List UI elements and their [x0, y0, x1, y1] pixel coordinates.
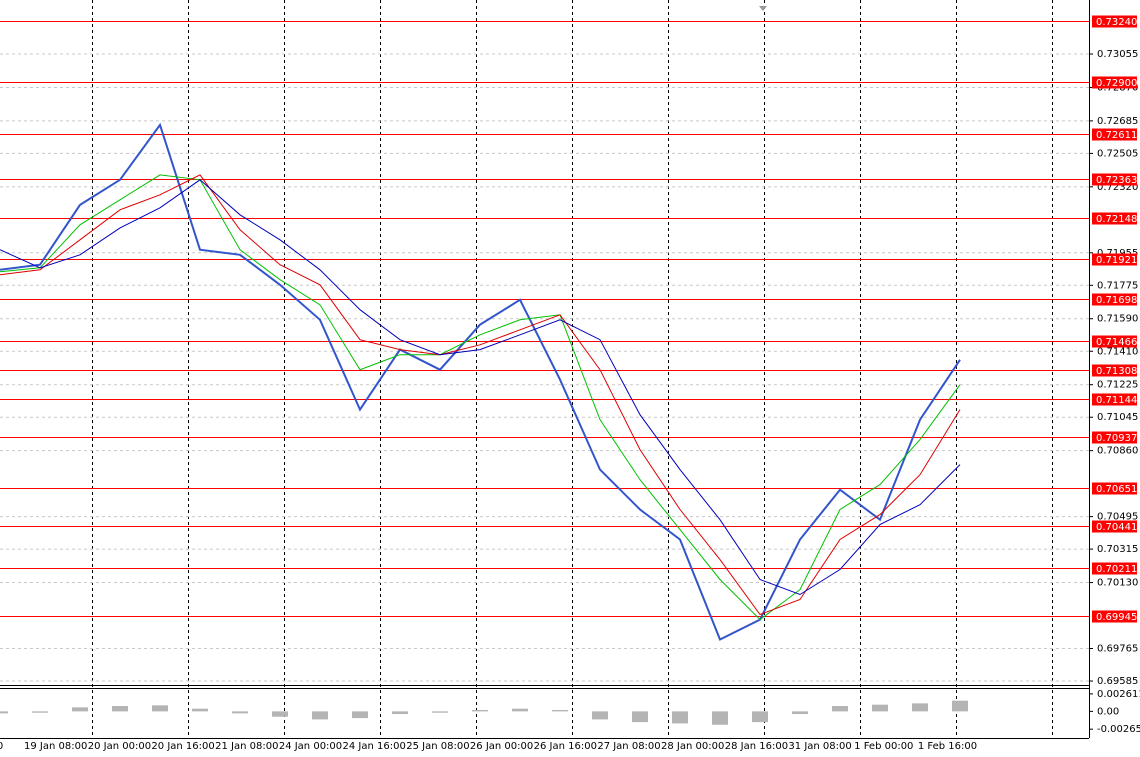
price-level-box — [1092, 212, 1137, 225]
oscillator-bar — [112, 706, 128, 712]
price-series — [0, 174, 961, 621]
y-tick-label: 0.70495 — [1097, 512, 1138, 523]
price-level-label: 0.71144 — [1096, 395, 1137, 406]
price-series — [0, 179, 961, 596]
price-level-label: 0.72363 — [1096, 175, 1137, 186]
x-tick-label: 1 Feb 00:00 — [854, 741, 913, 752]
price-level-box — [1092, 335, 1137, 348]
price-level-box — [1092, 520, 1137, 533]
y-tick-label: 0.72685 — [1097, 116, 1138, 127]
shift-marker — [759, 6, 767, 11]
plot — [0, 21, 1089, 725]
y-tick-label: 0.70315 — [1097, 544, 1138, 555]
oscillator-bar — [352, 711, 368, 719]
price-level-box — [1092, 128, 1137, 141]
oscillator-bar — [632, 711, 648, 723]
y-tick-label: 0.00 — [1097, 706, 1119, 717]
x-tick-label: 20 Jan 16:00 — [151, 741, 214, 752]
oscillator-bar — [72, 707, 88, 712]
oscillator-bar — [192, 708, 208, 712]
price-level-box — [1092, 393, 1137, 406]
oscillator-bar — [512, 708, 528, 712]
oscillator-bar — [392, 711, 408, 715]
grid — [0, 0, 1093, 738]
y-tick-label: 0.71775 — [1097, 280, 1138, 291]
price-level-box — [1092, 76, 1137, 89]
price-level-label: 0.72611 — [1096, 130, 1137, 141]
y-tick-label: 0.72505 — [1097, 148, 1138, 159]
oscillator-bar — [872, 704, 888, 712]
oscillator-bar — [752, 711, 768, 723]
x-tick-label: 28 Jan 00:00 — [661, 741, 724, 752]
oscillator-bar — [272, 711, 288, 717]
price-level-box — [1092, 173, 1137, 186]
oscillator-bar — [0, 711, 8, 714]
price-level-label: 0.71698 — [1096, 295, 1137, 306]
y-tick-label: 0.71410 — [1097, 346, 1138, 357]
oscillator-bar — [152, 705, 168, 712]
price-level-label: 0.71466 — [1096, 337, 1137, 348]
y-tick-label: 0.71590 — [1097, 314, 1138, 325]
price-level-box — [1092, 562, 1137, 575]
oscillator-bar — [672, 711, 688, 724]
oscillator-bar — [472, 710, 488, 712]
price-level-label: 0.72900 — [1096, 78, 1137, 89]
oscillator-bar — [912, 703, 928, 712]
oscillator-bar — [952, 700, 968, 712]
y-tick-label: 0.70860 — [1097, 446, 1138, 457]
x-tick-label: 28 Jan 16:00 — [725, 741, 788, 752]
x-tick-label: 6:00 — [0, 741, 3, 752]
price-level-label: 0.70441 — [1096, 522, 1137, 533]
price-level-label: 0.70651 — [1096, 484, 1137, 495]
x-tick-label: 24 Jan 16:00 — [343, 741, 406, 752]
y-tick-label: 0.73055 — [1097, 49, 1138, 60]
x-tick-label: 24 Jan 00:00 — [279, 741, 342, 752]
x-tick-label: 1 Feb 16:00 — [918, 741, 977, 752]
y-tick-label: 0.002611 — [1097, 689, 1140, 700]
price-level-label: 0.73240 — [1096, 17, 1137, 28]
price-level-label: 0.72148 — [1096, 214, 1137, 225]
y-tick-label: 0.71045 — [1097, 412, 1138, 423]
y-tick-label: 0.70130 — [1097, 578, 1138, 589]
oscillator-bar — [712, 711, 728, 725]
x-tick-label: 21 Jan 08:00 — [215, 741, 278, 752]
x-tick-label: 25 Jan 08:00 — [406, 741, 469, 752]
price-series — [0, 122, 961, 641]
oscillator-bar — [432, 711, 448, 713]
price-level-box — [1092, 431, 1137, 444]
price-level-label: 0.70937 — [1096, 433, 1137, 444]
price-level-box — [1092, 253, 1137, 266]
x-tick-label: 26 Jan 16:00 — [534, 741, 597, 752]
x-tick-label: 19 Jan 08:00 — [24, 741, 87, 752]
price-level-box — [1092, 15, 1137, 28]
x-tick-label: 27 Jan 08:00 — [597, 741, 660, 752]
price-level-box — [1092, 293, 1137, 306]
price-level-label: 0.71921 — [1096, 255, 1137, 266]
oscillator-bar — [792, 711, 808, 715]
y-tick-label: 0.71225 — [1097, 380, 1138, 391]
y-tick-label: 0.72320 — [1097, 182, 1138, 193]
oscillator-bar — [312, 711, 328, 720]
oscillator-bar — [552, 710, 568, 712]
oscillator-bar — [232, 711, 248, 714]
price-level-label: 0.71308 — [1096, 366, 1137, 377]
price-level-box — [1092, 610, 1137, 623]
x-tick-label: 20 Jan 00:00 — [88, 741, 151, 752]
y-tick-label: 0.69765 — [1097, 644, 1138, 655]
price-level-box — [1092, 482, 1137, 495]
x-tick-label: 26 Jan 00:00 — [470, 741, 533, 752]
y-tick-label: 0.69585 — [1097, 676, 1138, 687]
oscillator-bar — [592, 711, 608, 720]
y-tick-label: 0.71955 — [1097, 248, 1138, 259]
price-level-label: 0.70211 — [1096, 564, 1137, 575]
price-level-box — [1092, 364, 1137, 377]
price-series — [0, 174, 961, 616]
price-level-label: 0.69945 — [1096, 612, 1137, 623]
oscillator-bar — [32, 711, 48, 713]
y-tick-label: -0.002659 — [1097, 724, 1140, 735]
oscillator-bar — [832, 706, 848, 712]
x-tick-label: 31 Jan 08:00 — [788, 741, 851, 752]
